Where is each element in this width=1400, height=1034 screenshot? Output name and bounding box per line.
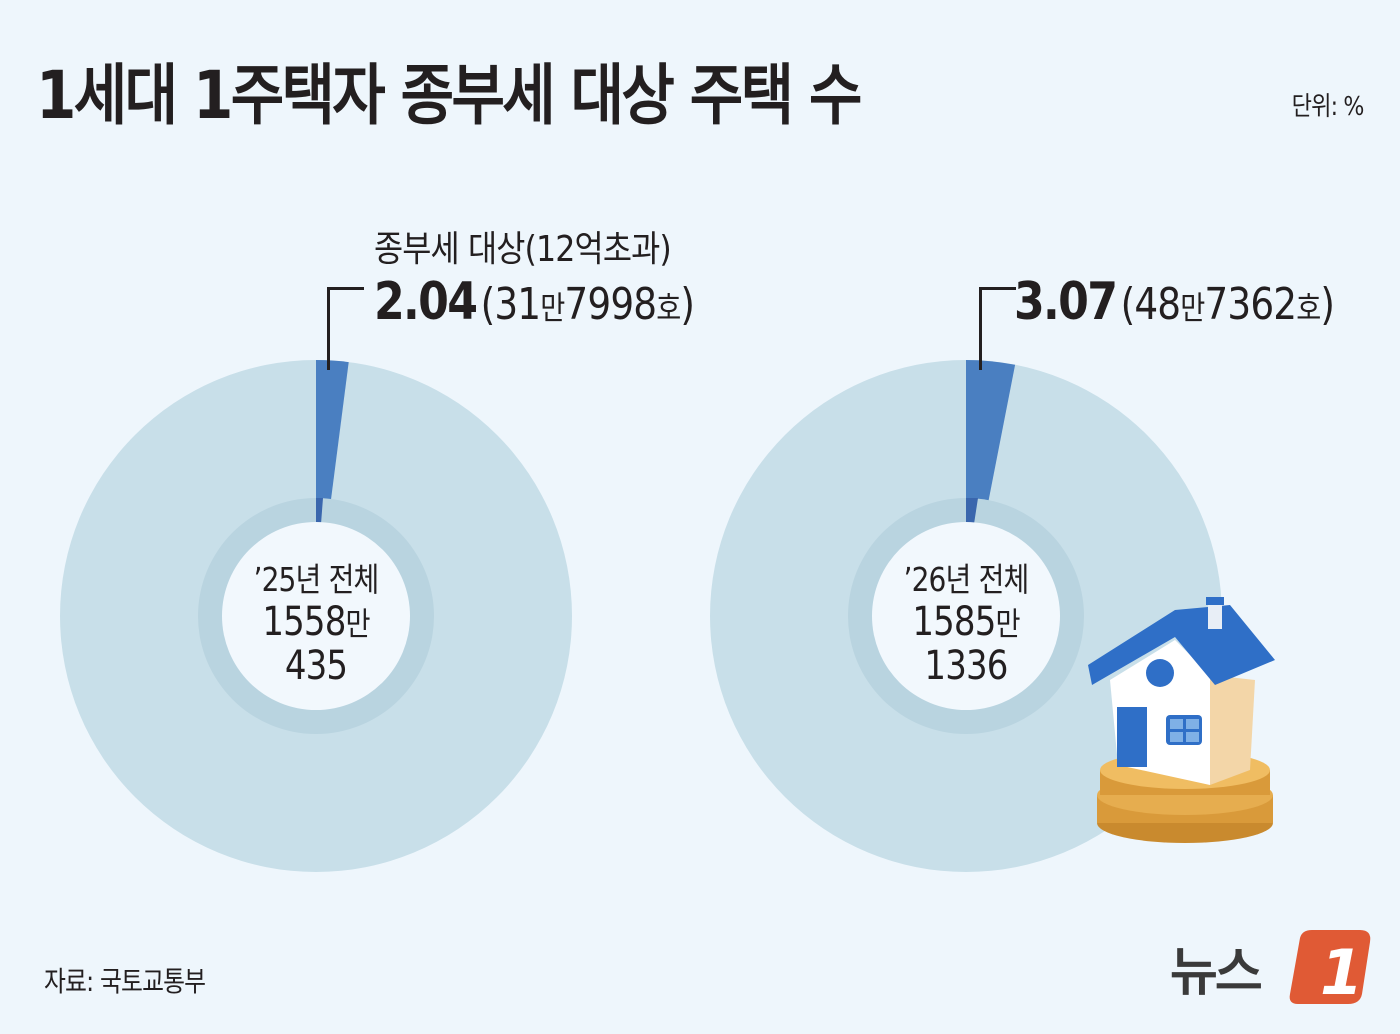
source-note: 자료: 국토교통부 bbox=[44, 965, 206, 998]
callout-value-2026: 3.07 (48만7362호) bbox=[1014, 272, 1335, 332]
total-count-rest: 435 bbox=[284, 643, 348, 689]
leader-line-2026 bbox=[979, 287, 1016, 370]
year-label: ’25년 전체 bbox=[253, 560, 379, 599]
total-count: 1558만 bbox=[262, 599, 370, 645]
donut-2025-graphic bbox=[60, 360, 572, 872]
callout-value-2025: 2.04 (31만7998호) bbox=[374, 272, 695, 332]
center-total-2025: ’25년 전체 1558만 435 bbox=[206, 553, 426, 687]
house-on-coins-illustration bbox=[1080, 585, 1290, 849]
callout-heading: 종부세 대상(12억초과) bbox=[374, 229, 672, 270]
total-count: 1585만 bbox=[912, 599, 1020, 645]
year-label: ’26년 전체 bbox=[903, 560, 1029, 599]
leader-line-2025 bbox=[327, 287, 364, 370]
house-icon bbox=[1088, 597, 1275, 843]
donut-2026-graphic bbox=[710, 360, 1222, 872]
news1-logo: 뉴스 1 bbox=[1170, 928, 1380, 1012]
svg-text:1: 1 bbox=[1320, 936, 1363, 1008]
svg-text:뉴스: 뉴스 bbox=[1170, 943, 1262, 1003]
donut-chart-2025: ’25년 전체 1558만 435 bbox=[58, 358, 574, 874]
unit-label: 단위: % bbox=[1292, 92, 1365, 122]
donut-chart-2026: ’26년 전체 1585만 1336 bbox=[708, 358, 1224, 874]
total-count-rest: 1336 bbox=[924, 643, 1008, 689]
page-title: 1세대 1주택자 종부세 대상 주택 수 bbox=[36, 57, 862, 134]
news1-logo-icon: 뉴스 1 bbox=[1170, 930, 1371, 1009]
center-total-2026: ’26년 전체 1585만 1336 bbox=[856, 553, 1076, 687]
